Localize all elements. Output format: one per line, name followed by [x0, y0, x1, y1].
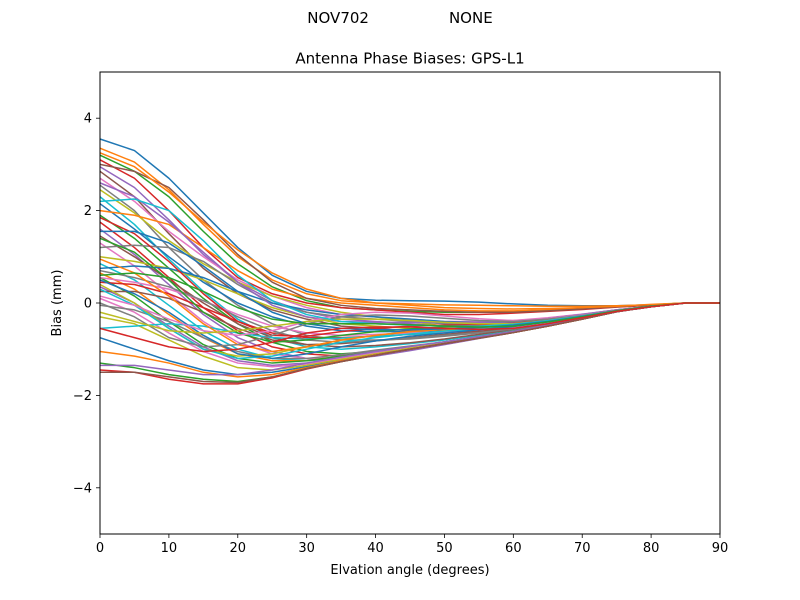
y-tick-label: −2 — [73, 389, 92, 404]
y-tick-label: 2 — [84, 204, 92, 219]
x-tick-label: 40 — [367, 541, 384, 556]
x-tick-label: 50 — [436, 541, 453, 556]
x-tick-label: 0 — [96, 541, 104, 556]
x-tick-label: 10 — [161, 541, 178, 556]
series-layer — [99, 138, 720, 385]
x-tick-label: 90 — [712, 541, 729, 556]
series-line — [99, 159, 720, 316]
series-line — [99, 302, 720, 353]
y-tick-label: 4 — [84, 112, 92, 127]
x-axis-label: Elvation angle (degrees) — [330, 563, 489, 578]
x-tick-label: 20 — [230, 541, 247, 556]
series-line — [99, 184, 720, 341]
x-tick-label: 70 — [574, 541, 591, 556]
y-axis: −4 −2 0 2 4 — [73, 112, 100, 496]
y-tick-label: 0 — [84, 297, 92, 312]
y-tick-label: −4 — [73, 481, 92, 496]
y-axis-label: Bias (mm) — [50, 270, 65, 337]
figure-suptitle: NOV702 NONE — [0, 9, 800, 27]
x-tick-label: 30 — [298, 541, 315, 556]
series-line — [99, 152, 720, 310]
x-axis: 0 10 20 30 40 50 60 70 80 90 — [96, 534, 728, 556]
x-tick-label: 80 — [643, 541, 660, 556]
suptitle-radome-name: NONE — [448, 9, 493, 27]
suptitle-antenna-name: NOV702 — [307, 9, 369, 27]
series-line — [99, 182, 720, 324]
chart-title: Antenna Phase Biases: GPS-L1 — [295, 50, 524, 68]
x-tick-label: 60 — [505, 541, 522, 556]
